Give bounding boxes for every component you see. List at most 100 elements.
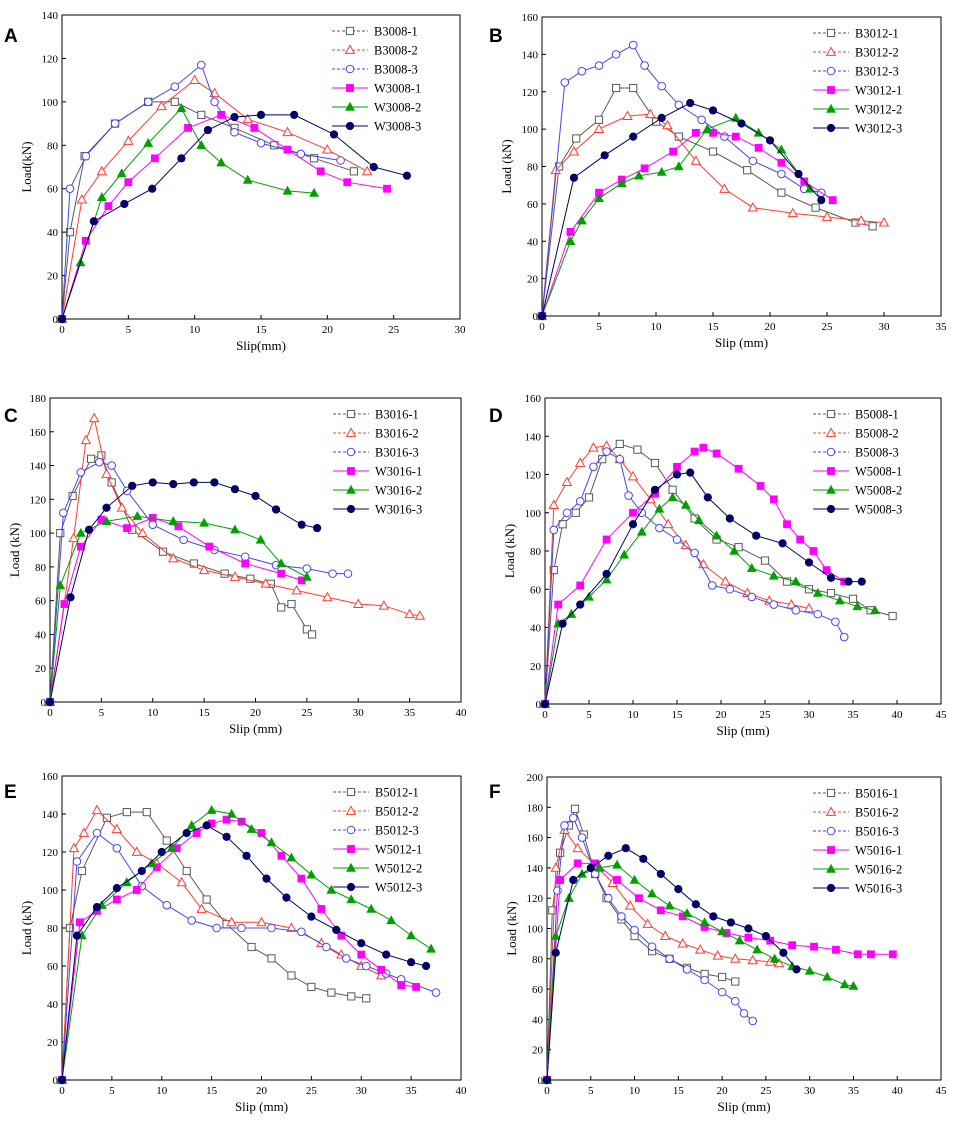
data-point <box>576 581 585 590</box>
data-point <box>189 74 200 85</box>
data-point <box>266 837 277 847</box>
data-point <box>132 510 143 520</box>
data-point <box>250 124 259 132</box>
legend-label: B3012-3 <box>855 65 899 79</box>
data-point <box>91 804 103 815</box>
data-point <box>810 942 818 951</box>
series-w5016-1 <box>543 859 897 1084</box>
data-point <box>322 942 331 952</box>
x-tick-label: 20 <box>765 321 777 333</box>
data-point <box>550 862 562 872</box>
legend-marker <box>347 845 355 853</box>
data-point <box>549 566 558 575</box>
legend-marker <box>347 467 355 475</box>
data-point <box>782 577 792 586</box>
data-point <box>686 98 695 108</box>
legend-marker <box>346 882 356 892</box>
x-tick-label: 35 <box>406 1085 418 1097</box>
series-line <box>49 481 318 703</box>
data-point <box>566 228 575 236</box>
legend-label: W5016-3 <box>855 882 902 896</box>
data-point <box>72 857 82 866</box>
x-tick-label: 15 <box>708 321 720 333</box>
data-point <box>656 906 665 915</box>
series-line <box>49 454 313 703</box>
data-point <box>792 965 801 974</box>
y-tick-label: 100 <box>42 97 59 109</box>
data-point <box>199 517 210 527</box>
y-tick-label: 140 <box>527 863 544 875</box>
legend-label: B5012-3 <box>375 824 419 838</box>
data-point <box>826 573 836 582</box>
series-line <box>544 450 845 705</box>
series-w3012-3 <box>537 98 826 321</box>
data-point <box>196 140 207 149</box>
data-point <box>189 559 198 568</box>
x-tick-label: 25 <box>301 707 313 719</box>
x-tick-label: 30 <box>356 1085 368 1097</box>
data-point <box>366 903 377 913</box>
data-point <box>628 40 638 50</box>
legend: B5012-1 B5012-2 B5012-3 W5012-1 W5012-2 W5012… <box>333 786 422 895</box>
legend: B3016-1 B3016-2 B3016-3 W3016-1 W3016-2 W3016… <box>333 408 422 517</box>
data-point <box>76 193 88 204</box>
data-point <box>116 168 127 178</box>
legend-marker <box>345 805 357 815</box>
data-point <box>725 514 734 523</box>
data-point <box>222 815 231 824</box>
data-point <box>283 145 292 154</box>
data-point <box>369 162 378 172</box>
data-point <box>170 82 180 91</box>
legend-marker <box>826 103 836 113</box>
data-point <box>242 174 253 184</box>
x-axis-label: Slip (mm) <box>235 1099 288 1114</box>
data-point <box>256 916 267 927</box>
legend-marker <box>345 64 355 74</box>
x-tick-label: 20 <box>716 709 728 721</box>
data-point <box>589 462 598 472</box>
data-point <box>120 199 129 209</box>
x-tick-label: 40 <box>892 709 904 721</box>
legend-marker <box>827 467 835 475</box>
data-point <box>96 165 108 176</box>
data-point <box>66 593 75 602</box>
data-point <box>730 112 741 122</box>
data-point <box>617 912 626 921</box>
legend-marker <box>345 121 355 131</box>
x-tick-label: 0 <box>59 1085 65 1097</box>
series-b3008-2 <box>56 74 373 323</box>
data-point <box>826 588 836 598</box>
data-point <box>84 525 94 534</box>
x-tick-label: 20 <box>322 324 334 336</box>
data-point <box>602 447 611 456</box>
data-point <box>168 552 179 563</box>
data-point <box>148 184 157 193</box>
legend-marker <box>826 863 836 873</box>
data-point <box>672 470 682 479</box>
data-point <box>143 137 154 147</box>
data-point <box>203 125 213 135</box>
data-point <box>694 515 704 525</box>
data-point <box>674 885 683 894</box>
data-point <box>397 981 406 989</box>
data-point <box>95 457 104 467</box>
data-point <box>748 156 758 166</box>
x-tick-label: 45 <box>936 1085 948 1097</box>
y-tick-label: 160 <box>42 771 59 783</box>
data-point <box>655 523 664 533</box>
data-point <box>629 132 638 141</box>
data-point <box>210 97 219 107</box>
data-point <box>306 869 317 879</box>
data-point <box>282 185 293 195</box>
data-point <box>322 143 333 154</box>
data-point <box>765 136 775 145</box>
legend-label: B5016-3 <box>855 825 899 839</box>
data-point <box>787 207 799 218</box>
data-point <box>361 165 373 176</box>
data-point <box>575 496 585 506</box>
data-point <box>773 957 785 968</box>
data-point <box>377 965 386 974</box>
data-point <box>848 594 858 603</box>
series-w3016-2 <box>45 510 312 706</box>
panel-letter: E <box>4 782 17 803</box>
